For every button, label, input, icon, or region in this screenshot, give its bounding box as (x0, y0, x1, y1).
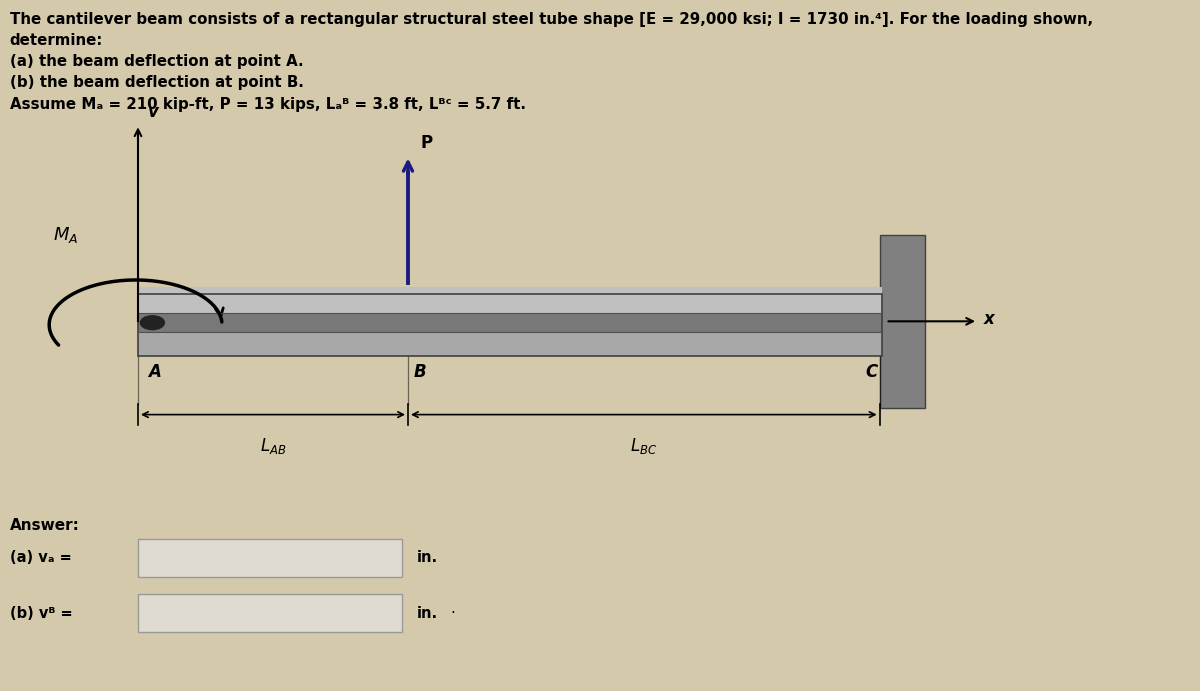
Text: P: P (420, 134, 432, 152)
Bar (880, 235, 925, 408)
Bar (138, 594, 402, 632)
Text: $M_A$: $M_A$ (53, 225, 79, 245)
Bar (138, 332, 882, 356)
Text: (a) vₐ =: (a) vₐ = (10, 551, 71, 565)
Text: (b) vᴮ =: (b) vᴮ = (10, 606, 72, 621)
Text: in.: in. (416, 551, 438, 565)
Bar (138, 287, 882, 313)
Text: B: B (414, 363, 427, 381)
Text: Assume Mₐ = 210 kip-ft, P = 13 kips, Lₐᴮ = 3.8 ft, Lᴮᶜ = 5.7 ft.: Assume Mₐ = 210 kip-ft, P = 13 kips, Lₐᴮ… (10, 97, 526, 112)
Bar (138, 294, 882, 356)
Bar (138, 539, 402, 577)
Text: Answer:: Answer: (10, 518, 79, 533)
Text: (a) the beam deflection at point A.: (a) the beam deflection at point A. (10, 54, 304, 69)
Circle shape (140, 316, 164, 330)
Text: The cantilever beam consists of a rectangular structural steel tube shape [E = 2: The cantilever beam consists of a rectan… (10, 12, 1093, 28)
Text: in.: in. (416, 606, 438, 621)
Text: $L_{AB}$: $L_{AB}$ (259, 436, 287, 455)
Text: (b) the beam deflection at point B.: (b) the beam deflection at point B. (10, 75, 304, 90)
Text: C: C (865, 363, 877, 381)
Text: determine:: determine: (10, 33, 103, 48)
Text: A: A (148, 363, 161, 381)
Text: $L_{BC}$: $L_{BC}$ (630, 436, 658, 455)
Text: v: v (148, 103, 158, 121)
Text: x: x (984, 310, 995, 328)
Text: ·: · (450, 606, 455, 621)
Bar (138, 313, 882, 332)
